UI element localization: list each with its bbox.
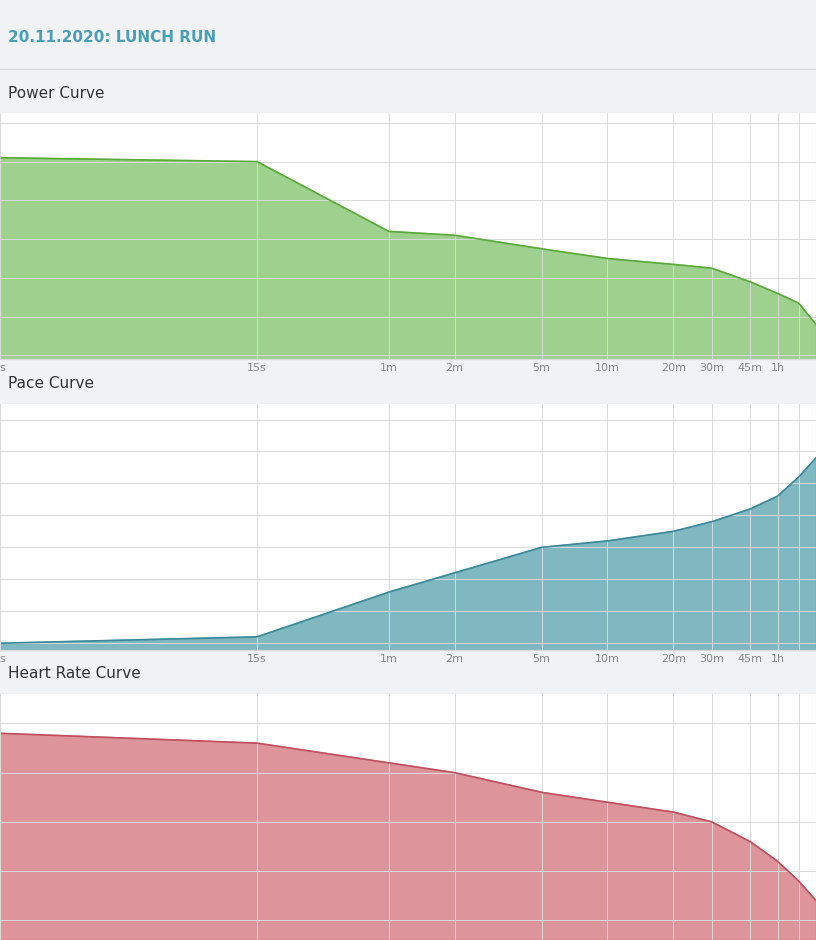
Text: Heart Rate Curve: Heart Rate Curve [8,666,141,681]
Text: 20.11.2020: LUNCH RUN: 20.11.2020: LUNCH RUN [8,30,216,45]
Text: Power Curve: Power Curve [8,86,104,101]
Text: Pace Curve: Pace Curve [8,376,94,391]
